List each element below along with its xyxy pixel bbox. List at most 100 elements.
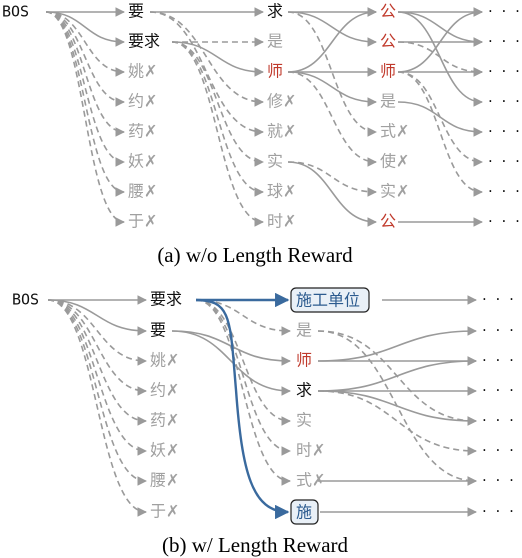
panel-b-ellipsis-3: · · · xyxy=(482,382,516,400)
panel-b-col1-token-5: 妖✗ xyxy=(150,441,179,460)
panel-b-edges xyxy=(47,292,477,520)
panel-a-col3-token-2: 师 xyxy=(380,62,396,81)
panel-a-col1-token-6: 腰✗ xyxy=(128,182,157,201)
panel-a-edge-c1c2-3 xyxy=(149,11,264,107)
panel-b-highlight-box-0 xyxy=(290,287,370,313)
panel-a-edge-c3dots-6 xyxy=(397,41,483,77)
panel-b-edge-bos-4 xyxy=(47,299,147,426)
panel-b-col2-token-3: 求 xyxy=(296,381,312,400)
panel-b-col2-token-6: 式✗ xyxy=(296,471,325,490)
panel-b-edge-bos-1 xyxy=(47,299,147,336)
panel-b-col1-token-0: 要求 xyxy=(150,290,182,309)
panel-b-caption: (b) w/ Length Reward xyxy=(162,533,349,557)
panel-b-col1-token-2: 姚✗ xyxy=(150,351,179,370)
panel-b-edge-bos-3 xyxy=(47,299,147,396)
panel-a-ellipsis-0: · · · xyxy=(488,3,522,21)
panel-a-edge-c2c3-8 xyxy=(287,161,377,227)
panel-a-edge-bos-7 xyxy=(45,11,125,227)
panel-a-edge-c2c3-6 xyxy=(287,71,377,167)
panel-a-col2-token-2: 师 xyxy=(267,62,283,81)
panel-a-edge-c1c2-5 xyxy=(171,41,264,167)
panel-b-ellipsis-1: · · · xyxy=(482,322,516,340)
panel-a-ellipsis-5: · · · xyxy=(488,153,522,171)
panel-b-col2-token-2: 师 xyxy=(296,351,312,370)
panel-b-col2-token-4: 实 xyxy=(296,411,312,430)
panel-a-col2-token-6: 球✗ xyxy=(267,182,296,201)
panel-a-ellipsis-4: · · · xyxy=(488,123,522,141)
panel-b-edge-highlight-down xyxy=(195,298,290,520)
panel-a-edge-c3dots-3 xyxy=(397,7,483,73)
panel-a-ellipsis-7: · · · xyxy=(488,213,522,231)
panel-a-caption: (a) w/o Length Reward xyxy=(157,243,353,267)
panel-b-ellipsis-4: · · · xyxy=(482,412,516,430)
panel-a-edge-c1c2-6 xyxy=(171,41,264,197)
panel-b-edge-c1c2-1 xyxy=(195,299,291,426)
panel-a-col3-token-6: 实✗ xyxy=(380,182,409,201)
panel-a-edge-c3dots-9 xyxy=(397,71,483,197)
panel-a-col1-token-0: 要 xyxy=(128,2,144,21)
panel-a-col3-token-1: 公 xyxy=(380,32,396,51)
panel-a-col2-token-3: 修✗ xyxy=(267,92,296,111)
panel-b-edge-c2dots-3 xyxy=(317,326,477,362)
panel-b-bos: BOS xyxy=(12,291,39,309)
panel-b-edge-c1c2-5 xyxy=(171,330,291,366)
panel-a-edge-c3dots-8 xyxy=(397,71,483,167)
panel-a-ellipsis-2: · · · xyxy=(488,63,522,81)
panel-a-col1-token-2: 姚✗ xyxy=(128,62,157,81)
panel-b-col2-token-1: 是 xyxy=(296,321,312,340)
panel-a-edge-bos-6 xyxy=(45,11,125,197)
panel-b-col2-token-5: 时✗ xyxy=(296,441,325,460)
panel-a-edges xyxy=(45,7,483,227)
panel-a-edge-c2c3-5 xyxy=(287,71,377,107)
panel-a-edge-c2c3-4 xyxy=(287,11,377,137)
panel-b-col2-token-7: 施 xyxy=(296,503,312,522)
panel-b-ellipsis-7: · · · xyxy=(482,503,516,521)
panel-a-col1-token-5: 妖✗ xyxy=(128,152,157,171)
panel-b-highlight-box-7 xyxy=(290,499,319,525)
panel-a-col1-token-3: 约✗ xyxy=(128,92,157,111)
panel-b-ellipsis-2: · · · xyxy=(482,352,516,370)
panel-a-col2-token-4: 就✗ xyxy=(267,122,296,141)
panel-b-edge-bos-6 xyxy=(47,299,147,486)
panel-a-col2-token-5: 实 xyxy=(267,152,283,171)
panel-a-col2-token-0: 求 xyxy=(267,2,283,21)
panel-a-col1-token-1: 要求 xyxy=(128,32,160,51)
panel-a-edge-c1c2-4 xyxy=(149,11,264,137)
panel-a-col1-token-7: 于✗ xyxy=(128,212,157,231)
panel-b-edge-c1c2-4 xyxy=(171,330,291,396)
panel-a-edge-bos-2 xyxy=(45,11,125,77)
panel-b-edge-c1c2-3 xyxy=(195,299,291,486)
panel-a-col3-token-4: 式✗ xyxy=(380,122,409,141)
panel-a-edge-c1c2-1 xyxy=(171,41,264,77)
panel-a-edge-c2c3-7 xyxy=(287,161,377,197)
panel-b-edge-bos-7 xyxy=(47,299,147,517)
panel-b-edge-c2dots-6 xyxy=(317,356,477,392)
panel-a-edge-c2c3-1 xyxy=(287,11,377,47)
panel-a-bos: BOS xyxy=(2,3,29,21)
panel-b-ellipsis-0: · · · xyxy=(482,291,516,309)
panel-b-edge-bos-5 xyxy=(47,299,147,456)
panel-a-col2-token-7: 时✗ xyxy=(267,212,296,231)
panel-a-col2-token-1: 是 xyxy=(267,32,283,51)
panel-a-ellipsis-6: · · · xyxy=(488,183,522,201)
panel-b-col1-token-3: 约✗ xyxy=(150,381,179,400)
panel-b-col1-token-4: 药✗ xyxy=(150,411,179,430)
panel-a-col1-token-4: 药✗ xyxy=(128,122,157,141)
panel-a-edge-c3dots-1 xyxy=(397,11,483,47)
panel-a-ellipsis-3: · · · xyxy=(488,93,522,111)
panel-a-col3-token-3: 是 xyxy=(380,92,396,111)
panel-a-tokens: BOS 要要求姚✗约✗药✗妖✗腰✗于✗求是师修✗就✗实球✗时✗公公师是式✗使✗实✗… xyxy=(2,2,522,231)
panel-a-edge-c2c3-2 xyxy=(287,7,377,73)
panel-a-edge-bos-5 xyxy=(45,11,125,167)
panel-b-col1-token-7: 于✗ xyxy=(150,502,179,521)
panel-a-col3-token-5: 使✗ xyxy=(380,152,409,171)
panel-a-ellipsis-1: · · · xyxy=(488,33,522,51)
panel-b-col2-token-0: 施工单位 xyxy=(296,291,360,310)
panel-b-ellipsis-5: · · · xyxy=(482,442,516,460)
panel-a-edge-c1c2-7 xyxy=(171,41,264,227)
panel-a-col3-token-0: 公 xyxy=(380,2,396,21)
panel-b-ellipsis-6: · · · xyxy=(482,472,516,490)
panel-a-col3-token-7: 公 xyxy=(380,212,396,231)
